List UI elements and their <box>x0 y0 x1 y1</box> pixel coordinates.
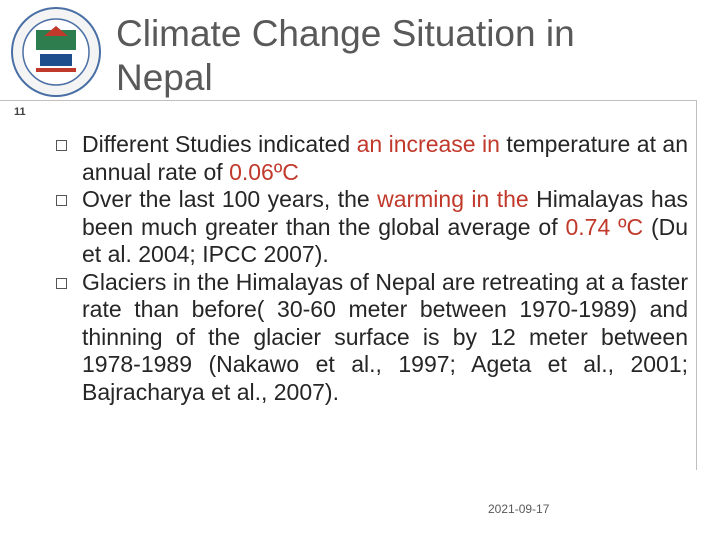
text-run: 0.06ºC <box>229 158 299 185</box>
text-run: Glaciers in the Himalayas of Nepal are r… <box>82 268 688 405</box>
bullet: Different Studies indicated an increase … <box>56 131 688 186</box>
logo <box>11 7 101 97</box>
text-run: (Du et al. 2004; IPCC 2007). <box>82 213 688 268</box>
text-run: Different Studies indicated <box>82 131 357 157</box>
divider <box>696 100 697 470</box>
text-run: warming in the <box>377 186 529 212</box>
bullet-icon <box>56 195 67 206</box>
date: 2021-09-17 <box>488 502 550 516</box>
slide-number: 11 <box>14 106 26 118</box>
bullet: Over the last 100 years, the warming in … <box>56 186 688 269</box>
bullet: Glaciers in the Himalayas of Nepal are r… <box>56 268 688 407</box>
divider <box>0 100 697 101</box>
bullet-icon <box>56 277 67 289</box>
slide-title: Climate Change Situation in Nepal <box>116 13 575 98</box>
bullet-list: Different Studies indicated an increase … <box>56 131 688 407</box>
text-run: Himalayas has been much greater than the… <box>82 186 688 240</box>
text-run: Over the last 100 years, the <box>82 186 378 212</box>
text-run: 0.74 ºC <box>565 213 644 240</box>
text-run: temperature at an annual rate of <box>82 131 688 185</box>
bullet-icon <box>56 140 67 151</box>
text-run: an increase in <box>356 131 500 157</box>
